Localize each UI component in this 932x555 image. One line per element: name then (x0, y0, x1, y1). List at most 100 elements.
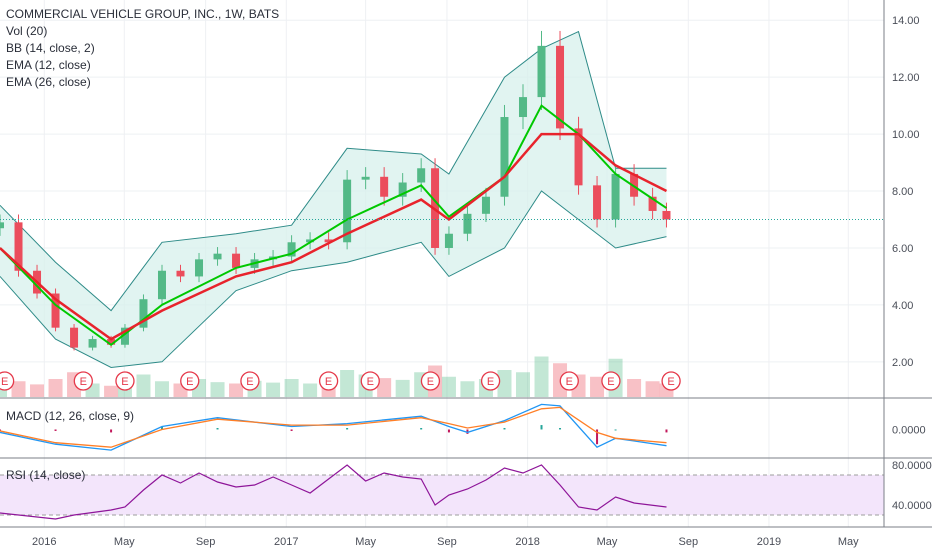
earnings-marker (360, 371, 380, 391)
price-axis: 14.00 12.00 10.00 8.00 6.00 4.00 2.00 0.0000 80.… (892, 15, 932, 512)
macd-hist-bar (216, 428, 219, 430)
volume-bar (136, 374, 151, 397)
volume-bar (30, 384, 45, 397)
macd-hist-bar (420, 428, 423, 430)
macd-hist-bar (160, 426, 163, 430)
candle (398, 173, 407, 206)
candle-body (611, 173, 620, 220)
candle (481, 187, 490, 223)
candle (343, 170, 352, 250)
candle-body (107, 339, 116, 345)
grid-lines (0, 0, 884, 527)
volume-bar (515, 372, 530, 397)
time-tick-label: Sep (679, 536, 699, 548)
candle (518, 84, 527, 130)
macd-legend[interactable]: MACD (12, 26, close, 9) (6, 409, 135, 423)
candle-body (195, 259, 204, 277)
macd-tick-label: 0.0000 (892, 424, 926, 436)
candle-body (306, 239, 315, 243)
earnings-marker-label: E (186, 376, 193, 388)
rsi-tick-label: 40.0000 (892, 500, 932, 512)
study-bb[interactable]: BB (14, close, 2) (6, 41, 95, 55)
bb-fill (0, 31, 667, 368)
candle (195, 252, 204, 283)
macd-hist-bar (110, 429, 113, 433)
ema26-line (0, 132, 668, 341)
candle-body (157, 270, 166, 300)
time-tick-label: Sep (437, 536, 457, 548)
candle (139, 294, 148, 332)
study-ema26[interactable]: EMA (26, close) (6, 75, 91, 89)
candle-body (343, 179, 352, 243)
price-tick-label: 2.00 (892, 357, 913, 369)
candle (157, 264, 166, 304)
time-tick-label: May (114, 536, 135, 548)
earnings-marker-label: E (487, 376, 494, 388)
macd-hist-bar (290, 429, 293, 431)
earnings-marker-label: E (566, 376, 573, 388)
candle (556, 30, 565, 141)
volume-bar (627, 379, 642, 397)
time-tick-label: 2019 (757, 536, 781, 548)
price-tick-label: 14.00 (892, 15, 920, 27)
macd-hist-bar (0, 429, 1, 431)
volume-bar (104, 385, 119, 397)
candle (287, 235, 296, 264)
candle (380, 167, 389, 206)
volume-bar (266, 382, 281, 397)
candle-body (417, 168, 426, 183)
price-tick-label: 8.00 (892, 186, 913, 198)
earnings-marker (661, 371, 681, 391)
earnings-marker-label: E (1, 376, 8, 388)
rsi-legend[interactable]: RSI (14, close) (6, 468, 86, 482)
macd-hist-bar (559, 428, 562, 430)
macd-hist-bar (466, 429, 469, 434)
earnings-marker (240, 371, 260, 391)
time-tick-label: 2016 (32, 536, 56, 548)
candle-body (139, 299, 148, 328)
volume-bar (11, 381, 26, 397)
candle-body (70, 327, 79, 348)
volume-bar (377, 378, 392, 397)
candle (51, 288, 60, 332)
price-tick-label: 10.00 (892, 129, 920, 141)
macd-hist-bar (346, 428, 349, 430)
candle (306, 232, 315, 250)
volume-bar (284, 379, 299, 397)
macd-hist-bar (503, 428, 506, 430)
time-tick-label: May (355, 536, 376, 548)
macd-hist-bar (447, 429, 450, 433)
candle-body (51, 293, 60, 328)
macd-hist-bar (540, 425, 543, 430)
candle-body (593, 185, 602, 220)
volume-bar (460, 381, 475, 397)
volume-bar (441, 376, 456, 397)
symbol-title[interactable]: COMMERCIAL VEHICLE GROUP, INC., 1W, BATS (6, 7, 280, 21)
candle (0, 214, 4, 236)
earnings-marker-label: E (367, 376, 374, 388)
candle (500, 104, 509, 206)
time-tick-label: May (597, 536, 618, 548)
candle (70, 324, 79, 351)
volume-bar (590, 376, 605, 397)
earnings-marker (480, 371, 501, 391)
bb-lower-line (0, 190, 667, 369)
candle (444, 226, 453, 255)
earnings-marker (601, 371, 621, 391)
macd-hist-bar (54, 429, 57, 431)
price-tick-label: 4.00 (892, 300, 913, 312)
candle-body (398, 182, 407, 197)
study-vol[interactable]: Vol (20) (6, 24, 48, 38)
time-tick-label: 2017 (274, 536, 298, 548)
candle-body (537, 45, 546, 98)
candle (88, 335, 97, 351)
candle-body (361, 176, 370, 180)
candle-body (0, 222, 4, 229)
volume-bar (340, 370, 355, 397)
volume-bar (48, 379, 63, 397)
candle-body (120, 327, 129, 345)
study-ema12[interactable]: EMA (12, close) (6, 58, 91, 72)
candle (648, 187, 657, 220)
